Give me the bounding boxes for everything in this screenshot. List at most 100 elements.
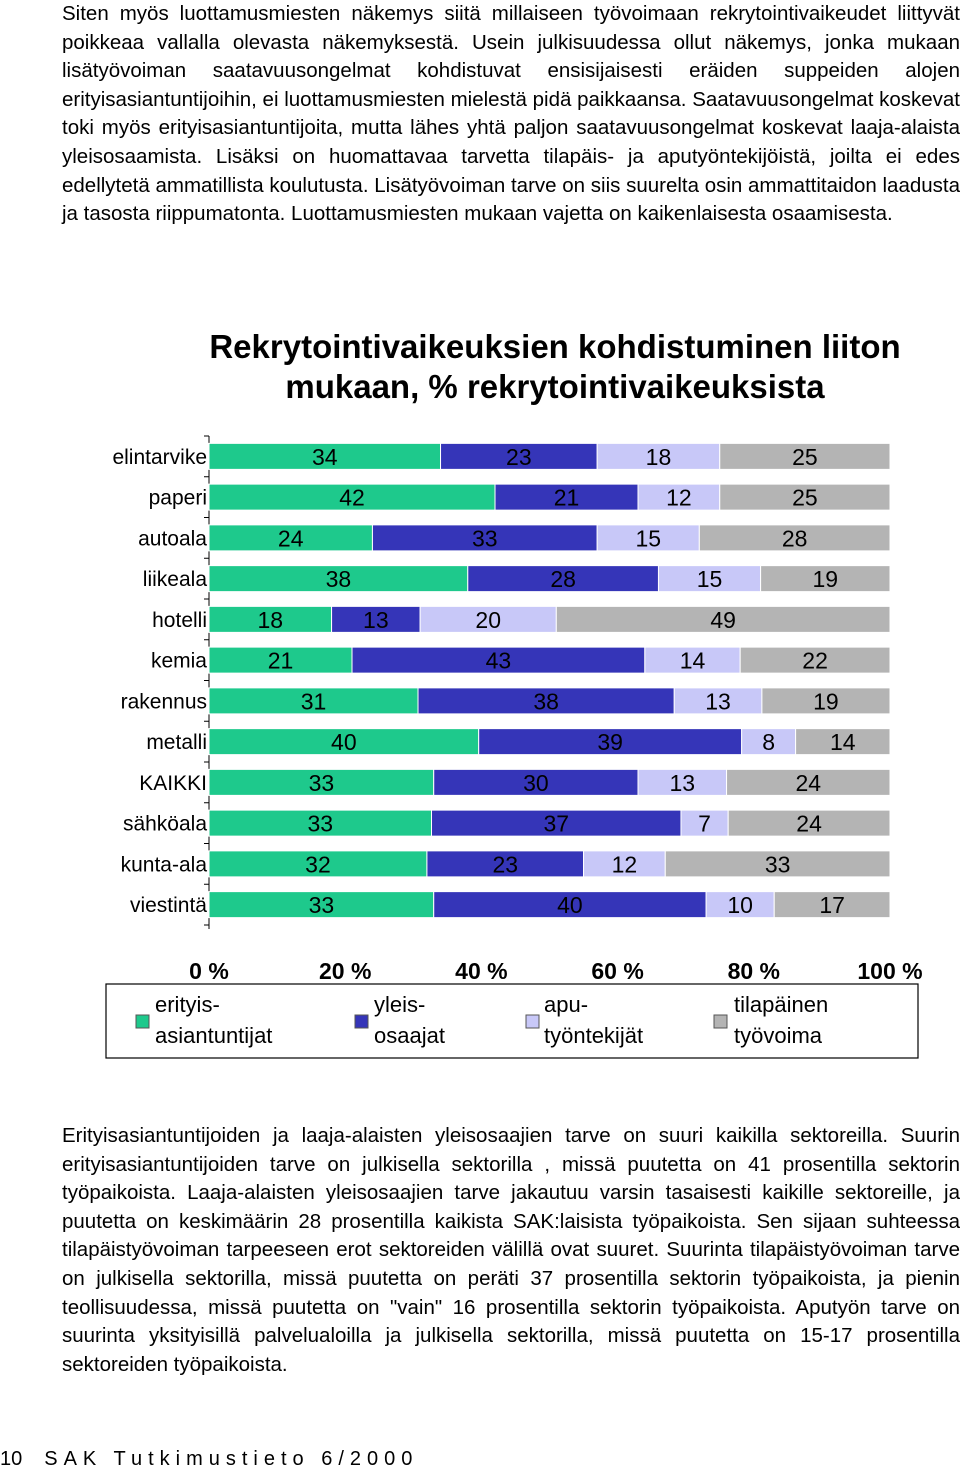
data-label: 14 (830, 729, 856, 755)
bar-segment-series-3 (419, 605, 557, 633)
data-label: 33 (309, 892, 335, 918)
data-label: 15 (697, 566, 723, 592)
legend-swatch (713, 1014, 728, 1029)
data-label: 19 (813, 688, 839, 714)
bar-segment-series-3 (680, 809, 729, 837)
data-label: 13 (705, 688, 731, 714)
data-label: 38 (533, 688, 559, 714)
data-label: 49 (710, 607, 736, 633)
data-label: 10 (727, 892, 753, 918)
bar-segment-series-4 (760, 565, 891, 593)
bar-segment-series-4 (726, 768, 891, 796)
legend-label: osaajat (374, 1023, 445, 1048)
intro-paragraph: Siten myös luottamusmiesten näkemys siit… (62, 2, 960, 226)
bar-segment-series-3 (637, 768, 728, 796)
data-label: 34 (312, 444, 338, 470)
data-label: 24 (796, 811, 822, 837)
data-label: 40 (557, 892, 583, 918)
bar-segment-series-1 (208, 891, 435, 919)
category-label: KAIKKI (139, 772, 207, 795)
data-label: 21 (554, 485, 580, 511)
outro-paragraph: Erityisasiantuntijoiden ja laaja-alaiste… (62, 1124, 960, 1376)
bar-segment-series-1 (208, 809, 433, 837)
category-label: hotelli (152, 609, 207, 632)
bar-segment-series-4 (739, 646, 891, 674)
bar-segment-series-1 (208, 646, 353, 674)
data-label: 33 (472, 525, 498, 551)
x-tick-label: 0 % (189, 958, 229, 984)
data-label: 7 (698, 811, 711, 837)
data-label: 42 (339, 485, 365, 511)
bar-segment-series-3 (705, 891, 775, 919)
data-label: 33 (307, 811, 333, 837)
category-label: metalli (146, 731, 207, 754)
bar-segment-series-3 (673, 687, 763, 715)
page-footer: 10 SAK Tutkimustieto 6/2000 (0, 1448, 418, 1471)
legend-label: asiantuntijat (155, 1023, 272, 1048)
legend-label: yleis- (374, 992, 425, 1017)
bar-segment-series-3 (644, 646, 741, 674)
bar-segment-series-4 (555, 605, 891, 633)
chart-title: Rekrytointivaikeuksien kohdistuminen lii… (209, 328, 901, 405)
data-label: 28 (782, 525, 808, 551)
legend-label: tilapäinen (734, 992, 828, 1017)
data-label: 12 (612, 851, 638, 877)
data-label: 17 (819, 892, 845, 918)
data-label: 12 (666, 485, 692, 511)
x-tick-label: 80 % (728, 958, 780, 984)
category-label: kemia (151, 650, 207, 673)
data-label: 19 (813, 566, 839, 592)
data-label: 24 (795, 770, 821, 796)
data-label: 23 (506, 444, 532, 470)
category-label: elintarvike (112, 446, 207, 469)
data-label: 18 (646, 444, 672, 470)
data-label: 30 (523, 770, 549, 796)
bar-segment-series-2 (467, 565, 659, 593)
page-number: 10 (0, 1448, 23, 1470)
data-label: 25 (792, 485, 818, 511)
category-label: liikeala (143, 568, 208, 591)
data-label: 22 (802, 648, 828, 674)
data-label: 25 (792, 444, 818, 470)
bar-segment-series-3 (596, 524, 700, 552)
data-label: 39 (597, 729, 623, 755)
data-label: 40 (331, 729, 357, 755)
bar-segment-series-2 (351, 646, 646, 674)
bar-segment-series-3 (741, 728, 797, 756)
bar-segment-series-4 (698, 524, 891, 552)
bar-segment-series-2 (478, 728, 743, 756)
x-tick-label: 40 % (455, 958, 507, 984)
bar-segment-series-4 (773, 891, 891, 919)
bar-segment-series-4 (719, 483, 891, 511)
legend-label: apu- (544, 992, 588, 1017)
data-label: 14 (680, 648, 706, 674)
category-label: viestintä (130, 894, 207, 917)
data-label: 24 (278, 525, 304, 551)
data-label: 31 (301, 688, 327, 714)
bar-segment-series-2 (371, 524, 598, 552)
publication-name: SAK Tutkimustieto 6/2000 (44, 1448, 419, 1470)
x-tick-label: 60 % (591, 958, 643, 984)
data-label: 37 (543, 811, 569, 837)
category-label: paperi (149, 487, 207, 510)
bar-segment-series-1 (208, 768, 435, 796)
bar-segment-series-2 (431, 809, 682, 837)
data-label: 43 (486, 648, 512, 674)
data-label: 33 (765, 851, 791, 877)
data-label: 32 (305, 851, 331, 877)
bar-segment-series-2 (433, 891, 707, 919)
bar-segment-series-1 (208, 605, 333, 633)
data-label: 28 (550, 566, 576, 592)
category-label: kunta-ala (121, 853, 208, 876)
bar-segment-series-4 (795, 728, 891, 756)
bar-segment-series-2 (433, 768, 639, 796)
data-label: 20 (475, 607, 501, 633)
data-label: 18 (257, 607, 283, 633)
legend-label: työntekijät (544, 1023, 643, 1048)
data-label: 21 (268, 648, 294, 674)
bar-segment-series-2 (417, 687, 675, 715)
bar-segment-series-1 (208, 728, 480, 756)
data-label: 33 (309, 770, 335, 796)
bar-segment-series-4 (727, 809, 891, 837)
